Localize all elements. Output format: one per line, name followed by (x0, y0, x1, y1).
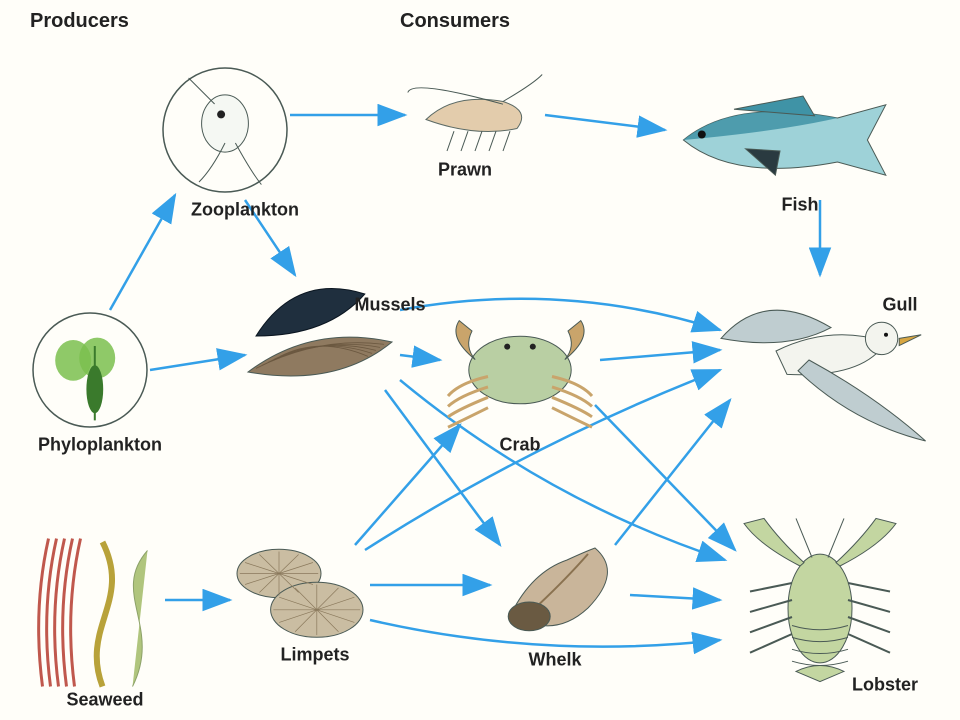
edge-mussels-to-crab (400, 355, 440, 360)
label-whelk: Whelk (528, 650, 581, 671)
node-fish (665, 85, 895, 195)
edge-crab-to-gull (600, 350, 720, 360)
node-zooplankton (160, 65, 290, 195)
node-prawn (405, 70, 545, 160)
label-seaweed: Seaweed (66, 690, 143, 711)
label-limpets: Limpets (280, 645, 349, 666)
label-fish: Fish (781, 195, 818, 216)
heading-consumers: Consumers (400, 10, 510, 33)
label-gull: Gull (883, 295, 918, 316)
food-web-diagram: Producers Consumers Phyloplankton Zooplan… (0, 0, 960, 720)
label-lobster: Lobster (852, 675, 918, 696)
edge-whelk-to-lobster (630, 595, 720, 600)
edge-phytoplankton-to-zooplankton (110, 195, 175, 310)
label-crab: Crab (499, 435, 540, 456)
label-phytoplankton: Phyloplankton (38, 435, 162, 456)
edge-phytoplankton-to-mussels (150, 355, 245, 370)
label-mussels: Mussels (354, 295, 425, 316)
node-lobster (720, 515, 920, 685)
edge-prawn-to-fish (545, 115, 665, 130)
heading-producers: Producers (30, 10, 129, 33)
edge-limpets-to-crab (355, 425, 460, 545)
node-limpets (230, 535, 370, 645)
label-zooplankton: Zooplankton (191, 200, 299, 221)
node-whelk (490, 530, 630, 650)
label-prawn: Prawn (438, 160, 492, 181)
node-seaweed (20, 525, 170, 695)
node-mussels (240, 270, 400, 390)
node-crab (440, 305, 600, 435)
node-phytoplankton (30, 310, 150, 430)
